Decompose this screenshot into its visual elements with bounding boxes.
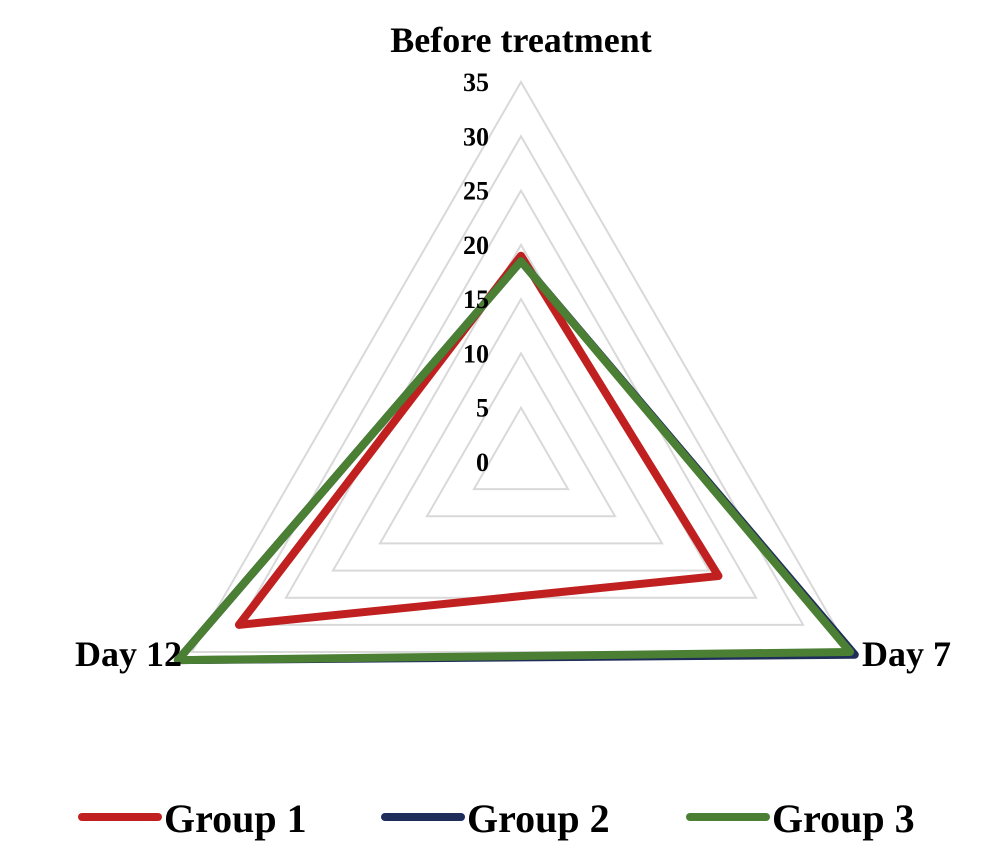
grid-ring-15	[378, 297, 664, 545]
category-label-day-12: Day 12	[75, 634, 182, 674]
series-layer	[173, 251, 859, 665]
legend-label-group-1: Group 1	[164, 796, 307, 841]
series-3-polygon	[173, 257, 855, 665]
legend-item-group-1: Group 1	[78, 796, 307, 841]
grid-ring-10	[425, 351, 617, 518]
radar-grid	[190, 80, 852, 653]
legend: Group 1 Group 2 Group 3	[78, 796, 915, 841]
grid-ring-25	[284, 188, 758, 599]
legend-item-group-2: Group 2	[381, 796, 610, 841]
tick-label-15: 15	[463, 285, 489, 314]
category-label-day-7: Day 7	[862, 634, 951, 674]
legend-label-group-3: Group 3	[772, 796, 915, 841]
tick-label-35: 35	[463, 68, 489, 97]
legend-item-group-3: Group 3	[686, 796, 915, 841]
legend-label-group-2: Group 2	[467, 796, 610, 841]
tick-label-25: 25	[463, 177, 489, 206]
series-1-polygon	[234, 251, 723, 629]
grid-ring-5	[472, 405, 570, 491]
tick-label-20: 20	[463, 231, 489, 260]
tick-label-10: 10	[463, 339, 489, 368]
grid-ring-30	[237, 134, 805, 626]
tick-labels: 0 5 10 15 20 25 30 35	[463, 68, 489, 477]
tick-label-0: 0	[476, 448, 489, 477]
grid-ring-35	[190, 80, 852, 653]
tick-label-5: 5	[476, 394, 489, 423]
category-label-before-treatment: Before treatment	[390, 20, 652, 60]
tick-label-30: 30	[463, 122, 489, 151]
